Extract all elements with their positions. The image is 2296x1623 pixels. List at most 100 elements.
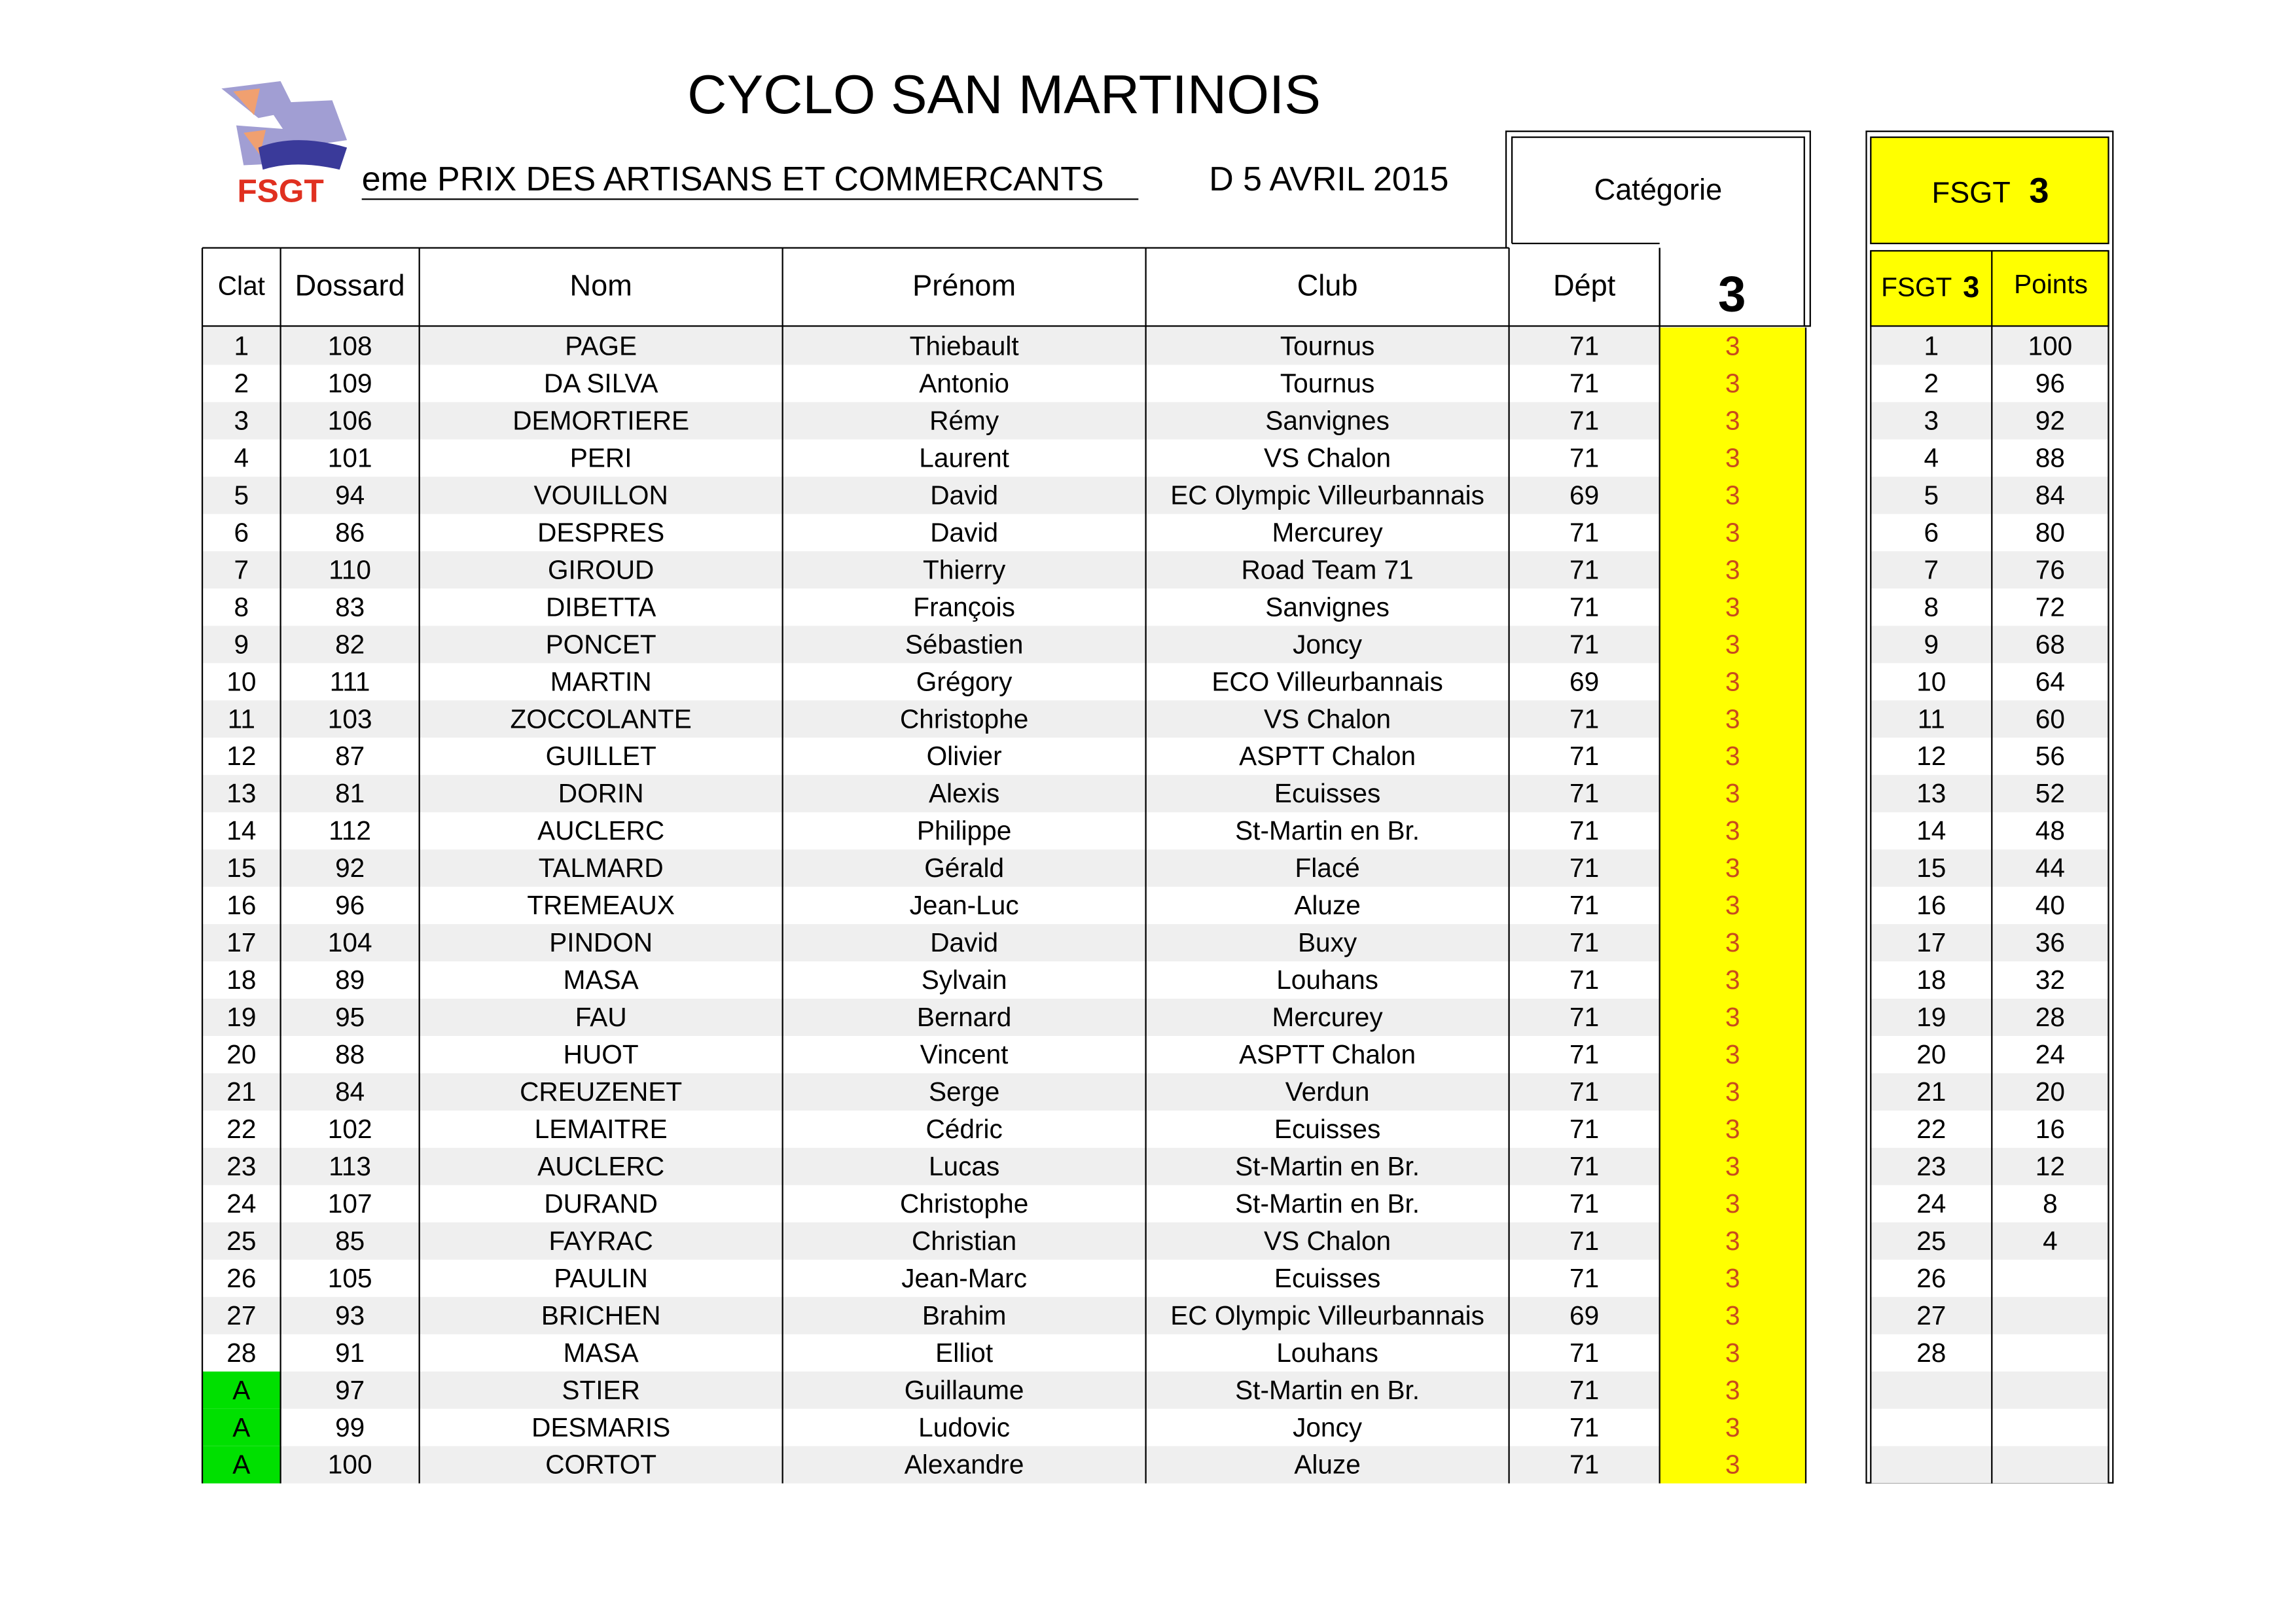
points: 44 [2036, 853, 2065, 883]
cell: LEMAITRE [535, 1114, 668, 1144]
cell: 104 [328, 927, 372, 957]
absent-cell [202, 1408, 281, 1446]
cell: 71 [1570, 406, 1599, 436]
cell: PAULIN [554, 1263, 648, 1293]
row-shade [202, 1446, 1806, 1484]
cell: 84 [335, 1077, 365, 1107]
cell: 3 [1725, 704, 1740, 734]
cell: DORIN [558, 778, 644, 808]
rank: 9 [1924, 629, 1939, 659]
rank: 6 [1924, 517, 1939, 547]
cell: Laurent [919, 442, 1009, 473]
cell: EC Olympic Villeurbannais [1170, 480, 1484, 510]
cell: DA SILVA [544, 368, 658, 399]
cell: 91 [335, 1338, 365, 1368]
cell: 71 [1570, 1039, 1599, 1069]
cell: 17 [226, 927, 256, 957]
category-value: 3 [1718, 267, 1746, 323]
cell: MARTIN [550, 666, 652, 696]
cell: 109 [328, 368, 372, 399]
cell: Gérald [924, 853, 1004, 883]
cell: 71 [1570, 1412, 1599, 1442]
cell: CORTOT [545, 1450, 656, 1480]
cell: 71 [1570, 331, 1599, 361]
points: 68 [2036, 629, 2065, 659]
cell: 23 [226, 1151, 256, 1181]
cell: 71 [1570, 1375, 1599, 1405]
cell: 10 [226, 666, 256, 696]
row-shade [202, 1222, 1806, 1260]
points: 12 [2036, 1151, 2065, 1181]
cell: 105 [328, 1263, 372, 1293]
cell: 71 [1570, 927, 1599, 957]
cell: Sylvain [922, 965, 1007, 995]
rank: 12 [1916, 741, 1946, 771]
rank: 14 [1916, 815, 1946, 846]
row-shade [202, 999, 1806, 1036]
cell: 81 [335, 778, 365, 808]
logo-figures [258, 140, 348, 170]
cell: ASPTT Chalon [1239, 1039, 1416, 1069]
cell: 103 [328, 704, 372, 734]
cell: St-Martin en Br. [1235, 1188, 1420, 1219]
cell: Rémy [929, 406, 999, 436]
cell: TALMARD [539, 853, 664, 883]
row-shade [202, 1073, 1806, 1111]
cell: Antonio [919, 368, 1009, 399]
rank: 11 [1918, 704, 1945, 734]
cell: 3 [1725, 1077, 1740, 1107]
logo-text: FSGT [237, 172, 323, 209]
points: 32 [2036, 965, 2065, 995]
rank: 18 [1916, 965, 1946, 995]
cell: 3 [1725, 406, 1740, 436]
cell: 102 [328, 1114, 372, 1144]
points: 80 [2036, 517, 2065, 547]
rank: 27 [1916, 1300, 1946, 1330]
cell: Elliot [935, 1338, 993, 1368]
points: 28 [2036, 1002, 2065, 1032]
cell: 71 [1570, 853, 1599, 883]
cell: 7 [234, 554, 249, 584]
row-shade [1871, 849, 2109, 887]
row-shade [202, 626, 1806, 664]
cell: 3 [1725, 927, 1740, 957]
cell: 3 [1725, 666, 1740, 696]
cell: 71 [1570, 815, 1599, 846]
cell: 3 [1725, 629, 1740, 659]
points: 72 [2036, 592, 2065, 622]
cell: 25 [226, 1226, 256, 1256]
cell: 107 [328, 1188, 372, 1219]
date: D 5 AVRIL 2015 [1209, 160, 1448, 198]
cell: 15 [226, 853, 256, 883]
cell: CREUZENET [520, 1077, 682, 1107]
cell: 100 [328, 1450, 372, 1480]
rank: 1 [1924, 331, 1939, 361]
row-shade [1871, 999, 2109, 1036]
cell: Mercurey [1272, 1002, 1384, 1032]
points: 88 [2036, 442, 2065, 473]
cell: 9 [234, 629, 249, 659]
cell: A [232, 1450, 250, 1480]
cell: 71 [1570, 517, 1599, 547]
points: 4 [2043, 1226, 2058, 1256]
rank: 25 [1916, 1226, 1946, 1256]
cell: Lucas [929, 1151, 999, 1181]
row-shade [202, 1147, 1806, 1185]
rank: 28 [1916, 1338, 1946, 1368]
cell: 85 [335, 1226, 365, 1256]
cell: Serge [929, 1077, 999, 1107]
cell: 27 [226, 1300, 256, 1330]
points: 8 [2043, 1188, 2058, 1219]
rank: 20 [1916, 1039, 1946, 1069]
points: 16 [2036, 1114, 2065, 1144]
category-column [1659, 327, 1806, 1484]
rank: 22 [1916, 1114, 1946, 1144]
cell: Thiebault [910, 331, 1019, 361]
cell: 3 [1725, 1375, 1740, 1405]
cell: 3 [1725, 778, 1740, 808]
points: 60 [2036, 704, 2065, 734]
cell: 71 [1570, 778, 1599, 808]
cell: 3 [1725, 480, 1740, 510]
cell: 94 [335, 480, 365, 510]
